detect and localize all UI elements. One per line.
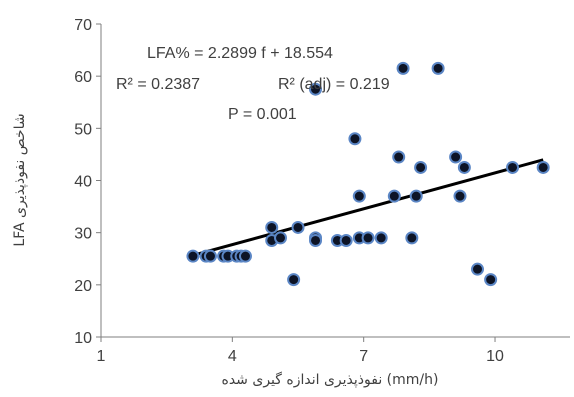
data-point [409,189,423,203]
data-point [374,231,388,245]
data-point [536,160,550,174]
data-point [309,82,323,96]
data-point [449,150,463,164]
r-squared-adjusted-label: R² (adj) = 0.219 [278,76,390,93]
data-point [453,189,467,203]
data-point [506,160,520,174]
x-tick-label: 10 [486,348,504,365]
y-tick-label: 50 [74,121,92,138]
data-point [309,233,323,247]
data-point [392,150,406,164]
y-tick-label: 30 [74,226,92,243]
x-ticks: 1 4 7 10 [97,337,504,365]
data-point [431,61,445,75]
data-point [457,160,471,174]
regression-equation: LFA% = 2.2899 f + 18.554 [147,45,333,62]
data-point [203,249,217,263]
y-tick-label: 10 [74,330,92,347]
data-point [291,220,305,234]
r-squared-label: R² = 0.2387 [116,76,200,93]
data-points [186,61,550,287]
x-axis-label: نفوذپذیری اندازه گیری شده (mm/h) [222,371,439,388]
x-tick-label: 1 [97,348,106,365]
data-point [484,273,498,287]
data-point [396,61,410,75]
data-point [361,231,375,245]
data-point [273,231,287,245]
y-tick-label: 20 [74,278,92,295]
data-point [405,231,419,245]
data-point [348,132,362,146]
y-tick-label: 60 [74,69,92,86]
y-ticks: 10 20 30 40 50 60 70 [74,17,101,347]
y-tick-label: 40 [74,174,92,191]
trendline [192,158,544,257]
data-point [238,249,252,263]
data-point [186,249,200,263]
data-point [339,233,353,247]
data-point [352,189,366,203]
data-point [414,160,428,174]
x-tick-label: 4 [228,348,237,365]
p-value-label: P = 0.001 [228,106,297,123]
data-point [265,220,279,234]
regression-annotation: LFA% = 2.2899 f + 18.554 R² = 0.2387 R² … [116,45,390,123]
data-point [471,262,485,276]
x-tick-label: 7 [359,348,368,365]
data-point [387,189,401,203]
y-axis-label: LFA شاخص نفوذپذیری [12,113,28,246]
y-tick-label: 70 [74,17,92,34]
data-point [287,273,301,287]
plot-area: 10 20 30 40 50 60 70 1 4 7 10 [74,17,570,365]
